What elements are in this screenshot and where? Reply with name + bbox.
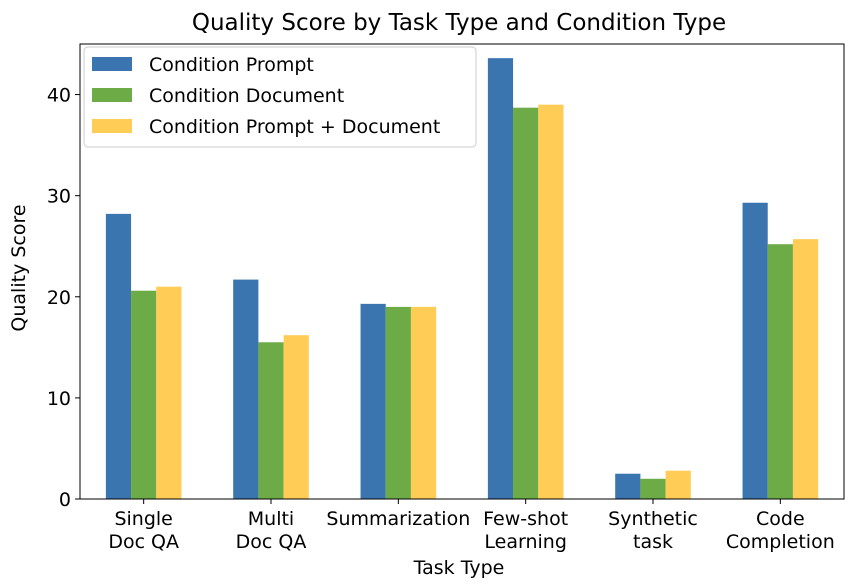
plot-frame [79,43,845,500]
axes: 0 10 20 30 40 Single Doc QA Multi Doc QA Summariz… [47,43,845,553]
legend-swatch [92,57,132,71]
bar [131,290,157,499]
bar [665,470,691,499]
y-tick-label: 30 [47,186,71,208]
x-tick-label: Multi Doc QA [236,508,307,553]
bar [792,239,819,499]
legend-swatch [92,119,132,133]
bar [513,107,539,499]
x-axis-label: Task Type [413,557,505,579]
legend-swatch [92,88,132,102]
legend-label: Condition Prompt + Document [149,116,440,138]
y-tick-label: 40 [47,85,71,107]
bar [767,244,793,499]
bar [360,303,386,499]
y-tick-label: 20 [47,287,71,309]
bar [105,213,132,499]
bar [233,279,259,499]
bar [258,342,284,499]
bar [385,306,411,499]
bar [283,335,309,499]
y-tick-label: 10 [47,388,71,410]
bar [640,478,666,499]
legend-label: Condition Prompt [149,54,314,76]
x-tick-label: Few-shot Learning [483,508,568,553]
x-tick-label: Single Doc QA [108,508,179,553]
chart-title: Quality Score by Task Type and Condition… [192,10,726,36]
bar [156,286,182,499]
y-tick-label: 0 [59,489,71,511]
y-axis-label: Quality Score [8,204,30,331]
x-tick-label: Synthetic task [608,508,698,553]
legend: Condition Prompt Condition Document Condit… [83,46,477,148]
bar [410,306,437,499]
legend-label: Condition Document [149,85,344,107]
bar [615,473,641,499]
bar [742,202,768,500]
x-tick-label: Code Completion [726,508,835,553]
bar [487,58,514,499]
x-tick-label: Summarization [326,508,470,530]
bars [105,58,819,500]
legend-box [83,46,477,148]
bar [538,104,564,500]
